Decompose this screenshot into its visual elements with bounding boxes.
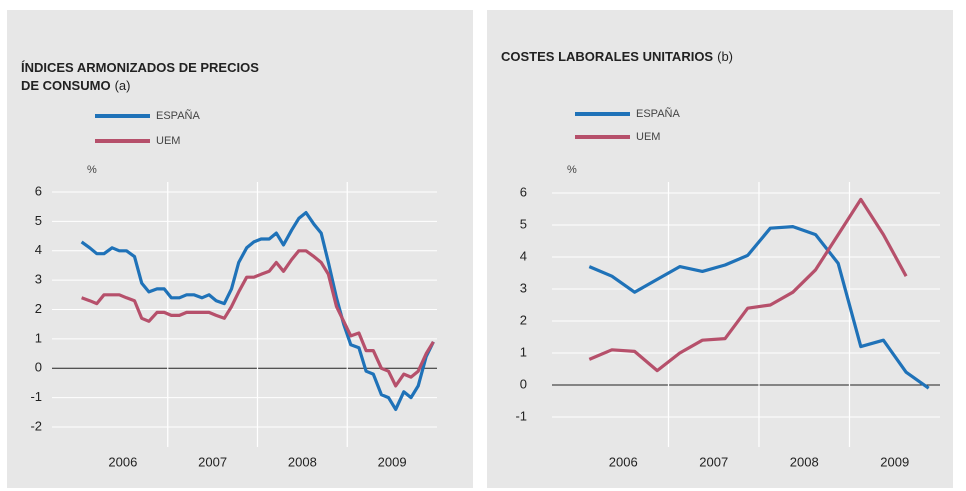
- legend-label: ESPAÑA: [156, 109, 200, 122]
- title-line: DE CONSUMO: [21, 78, 111, 93]
- y-tick-label: 4: [35, 242, 42, 257]
- y-tick-label: 3: [35, 272, 42, 287]
- y-tick-label: 3: [520, 280, 527, 295]
- title-line: COSTES LABORALES UNITARIOS: [501, 49, 713, 64]
- y-tick-label: 6: [35, 183, 42, 198]
- x-tick-label: 2006: [609, 454, 638, 469]
- x-tick-label: 2008: [790, 454, 819, 469]
- y-tick-label: 0: [520, 376, 527, 391]
- title-line: ÍNDICES ARMONIZADOS DE PRECIOS: [21, 60, 259, 75]
- chart-title: ÍNDICES ARMONIZADOS DE PRECIOS: [21, 60, 259, 75]
- y-tick-label: 0: [35, 360, 42, 375]
- y-tick-label: 2: [35, 301, 42, 316]
- y-tick-label: 5: [35, 213, 42, 228]
- x-tick-label: 2006: [108, 454, 137, 469]
- y-tick-label: 4: [520, 248, 527, 263]
- series-line: [588, 225, 930, 390]
- y-tick-label: 5: [520, 216, 527, 231]
- y-tick-label: -1: [515, 408, 527, 423]
- y-tick-label: 2: [520, 312, 527, 327]
- y-tick-label: -1: [30, 389, 42, 404]
- x-tick-label: 2008: [288, 454, 317, 469]
- x-tick-label: 2009: [880, 454, 909, 469]
- title-note: (b): [717, 49, 733, 64]
- series-line: [588, 197, 908, 373]
- x-tick-label: 2007: [198, 454, 227, 469]
- legend-label: ESPAÑA: [636, 107, 680, 120]
- y-tick-label: 6: [520, 184, 527, 199]
- series-line: [81, 249, 435, 388]
- legend-label: UEM: [156, 135, 180, 147]
- chart-title: COSTES LABORALES UNITARIOS (b): [501, 49, 733, 64]
- y-tick-label: 1: [35, 330, 42, 345]
- y-axis-label: %: [87, 164, 97, 176]
- y-tick-label: 1: [520, 344, 527, 359]
- panel: [487, 10, 953, 488]
- x-tick-label: 2009: [378, 454, 407, 469]
- y-axis-label: %: [567, 164, 577, 176]
- series-line: [80, 211, 435, 411]
- chart-title: DE CONSUMO (a): [21, 78, 130, 93]
- legend-label: UEM: [636, 131, 660, 143]
- x-tick-label: 2007: [699, 454, 728, 469]
- y-tick-label: -2: [30, 418, 42, 433]
- title-note: (a): [115, 78, 131, 93]
